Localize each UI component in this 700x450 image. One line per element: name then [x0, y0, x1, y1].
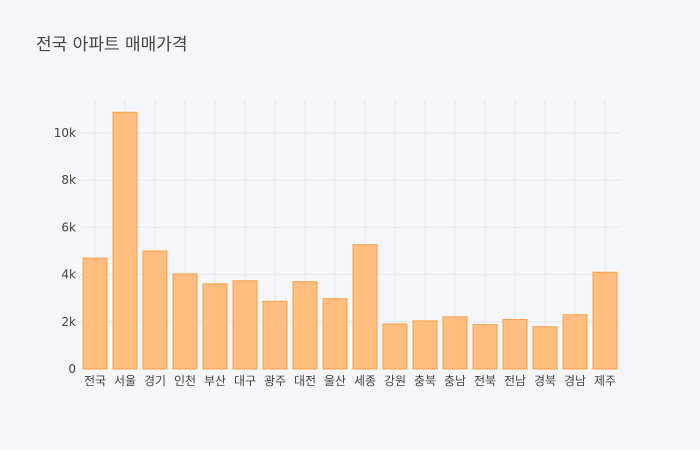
bar-강원[interactable]: [382, 323, 408, 370]
bar-부산[interactable]: [202, 283, 228, 370]
bar-울산[interactable]: [322, 298, 348, 370]
x-tick-label: 경기: [144, 374, 166, 388]
bar-광주[interactable]: [262, 300, 288, 370]
x-tick-label: 전국: [84, 374, 106, 388]
bar-충남[interactable]: [442, 316, 468, 370]
x-tick-label: 울산: [324, 374, 346, 388]
bar-대구[interactable]: [232, 280, 258, 370]
y-tick-label: 10k: [54, 126, 76, 140]
x-tick-label: 광주: [264, 374, 286, 388]
bar-서울[interactable]: [112, 111, 138, 370]
bar-전국[interactable]: [82, 257, 108, 370]
x-tick-label: 제주: [594, 374, 616, 388]
x-tick-label: 충남: [444, 374, 466, 388]
x-tick-label: 경남: [564, 374, 586, 388]
bar-전북[interactable]: [472, 324, 498, 370]
x-tick-label: 부산: [204, 374, 226, 388]
y-tick-label: 8k: [61, 173, 76, 187]
y-tick-label: 2k: [61, 315, 76, 329]
x-tick-label: 전남: [504, 374, 526, 388]
y-tick-label: 4k: [61, 268, 76, 282]
x-tick-label: 대전: [294, 374, 316, 388]
bar-경북[interactable]: [532, 326, 558, 370]
x-tick-label: 전북: [474, 374, 496, 388]
bar-전남[interactable]: [502, 318, 528, 370]
x-axis-ticks: 전국 서울 경기 인천 부산 대구 광주 대전 울산 세종 강원 충북 충남 전북 전남 경북 경남 제주: [84, 373, 616, 388]
y-tick-label: 6k: [61, 220, 76, 234]
x-tick-label: 대구: [234, 374, 256, 388]
bar-제주[interactable]: [592, 271, 618, 370]
x-tick-label: 세종: [354, 374, 376, 388]
x-tick-label: 충북: [414, 374, 436, 388]
x-tick-label: 경북: [534, 374, 556, 388]
bar-인천[interactable]: [172, 273, 198, 370]
x-tick-label: 강원: [384, 374, 406, 388]
bar-세종[interactable]: [352, 244, 378, 370]
chart-title: 전국 아파트 매매가격: [36, 35, 188, 55]
y-axis-ticks: 0 2k 4k 6k 8k 10k: [54, 126, 76, 376]
bar-대전[interactable]: [292, 281, 318, 370]
bar-충북[interactable]: [412, 320, 438, 370]
bars: [82, 111, 618, 370]
y-tick-label: 0: [68, 362, 76, 376]
x-tick-label: 서울: [114, 374, 136, 388]
bar-경기[interactable]: [142, 250, 168, 370]
x-tick-label: 인천: [174, 373, 196, 388]
bar-경남[interactable]: [562, 314, 588, 370]
